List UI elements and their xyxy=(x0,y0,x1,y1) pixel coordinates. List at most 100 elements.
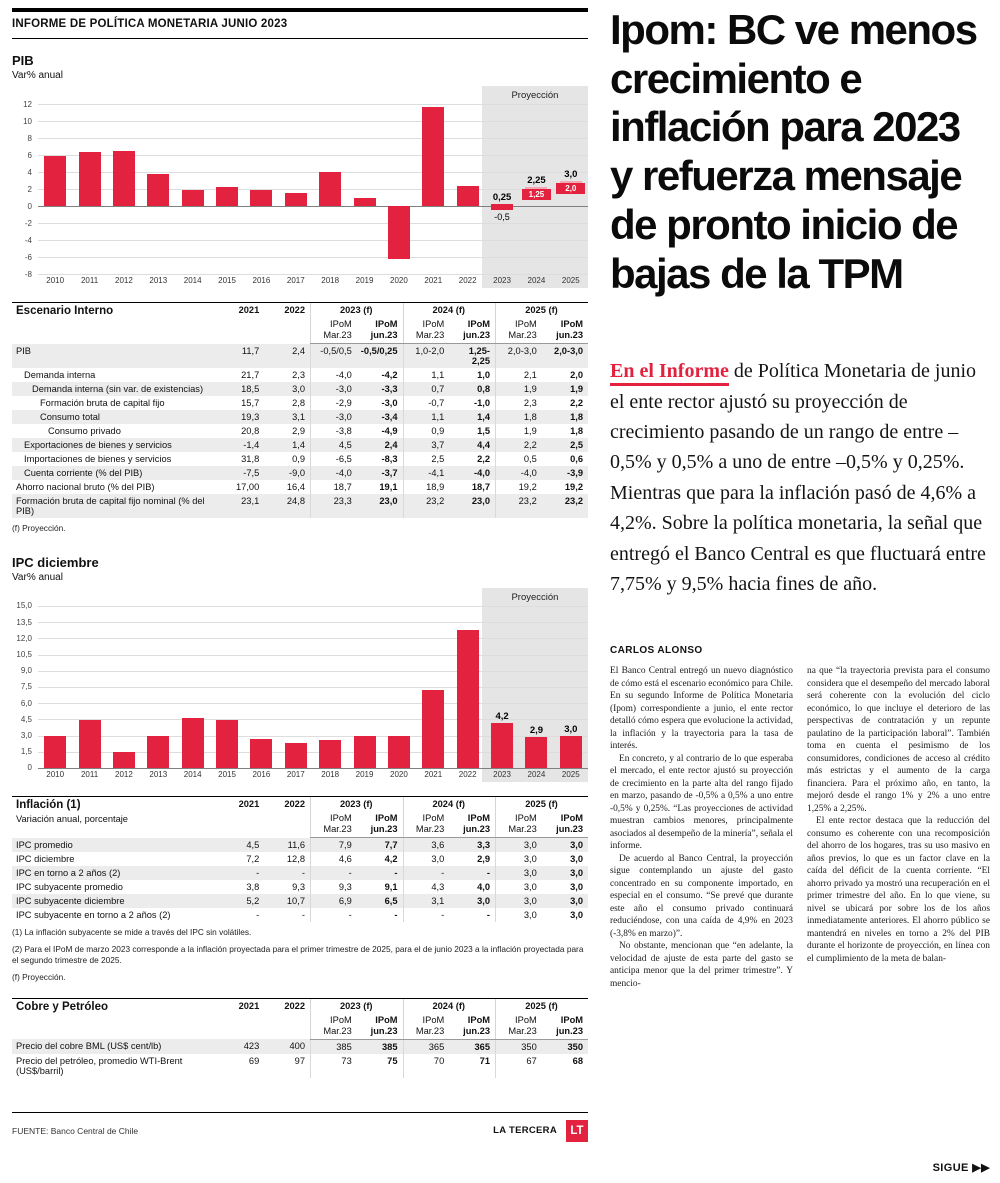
table-footnote: (f) Proyección. xyxy=(12,523,66,534)
pib-chart-title: PIB xyxy=(12,53,34,68)
table-row: PIB 11,7 2,4 -0,5/0,5 -0,5/0,25 1,0-2,0 1,25-2… xyxy=(12,343,588,369)
gridline xyxy=(38,719,588,721)
cobre-petroleo-section: Cobre y Petróleo 2021 2022 2023 (f) 2024 (f)… xyxy=(12,997,588,1078)
year-header: 2025 (f) xyxy=(495,795,588,811)
table-footnote: (2) Para el IPoM de marzo 2023 correspon… xyxy=(12,943,584,966)
cell-value: 1,8 xyxy=(494,410,542,425)
source-text: FUENTE: Banco Central de Chile xyxy=(12,1125,139,1136)
cell-value: 4,5 xyxy=(246,839,260,850)
cell-value: 71 xyxy=(479,1055,490,1066)
cell-value: 11,7 xyxy=(241,345,260,356)
cell-value: 19,2 xyxy=(494,480,542,495)
row-label: Precio del cobre BML (US$ cent/lb) xyxy=(16,1041,162,1052)
table-footnote: (f) Proyección. xyxy=(12,972,66,983)
cell-value: -2,9 xyxy=(309,396,357,411)
cell-value: -4,0 xyxy=(473,468,490,479)
cell-value: -0,5/0,25 xyxy=(360,346,398,357)
table-row: IPC en torno a 2 años (2) - - - - - -3,0 3,0 xyxy=(12,866,588,881)
ipom-subheader: IPoM jun.23 xyxy=(356,810,403,839)
cell-value: 4,3 xyxy=(402,880,450,895)
y-tick-label: -4 xyxy=(24,235,32,245)
table-title-text: Cobre y Petróleo xyxy=(16,1000,109,1013)
y-tick-label: 13,5 xyxy=(16,617,32,627)
y-tick-label: -8 xyxy=(24,269,32,279)
cell-value: 385 xyxy=(309,1039,357,1054)
cell-value: 3,0 xyxy=(494,880,542,895)
x-tick-label: 2015 xyxy=(218,769,236,779)
gridline xyxy=(38,121,588,122)
projection-label: Proyección xyxy=(511,90,559,101)
cell-value: 23,2 xyxy=(494,494,542,519)
cell-value: 6,9 xyxy=(309,894,357,909)
x-tick-label: 2011 xyxy=(80,769,99,779)
table-row: Formación bruta de capital fijo 15,7 2,8 -2… xyxy=(12,396,588,411)
pib-chart-ylabel: Var% anual xyxy=(12,70,63,81)
table-row: IPC subyacente en torno a 2 años (2) - - - -… xyxy=(12,908,588,923)
article-paragraph: En concreto, y al contrario de lo que es… xyxy=(610,753,793,852)
cell-value: 1,25-2,25 xyxy=(468,346,490,367)
gridline xyxy=(38,638,588,640)
year-header: 2024 (f) xyxy=(402,997,496,1013)
bar xyxy=(78,151,101,206)
ipom-subheader: IPoM jun.23 xyxy=(356,317,403,345)
gridline xyxy=(38,735,588,737)
article-paragraph: De acuerdo al Banco Central, la proyecci… xyxy=(610,853,793,939)
cell-value: -7,5 xyxy=(243,468,260,479)
x-tick-label: 2012 xyxy=(115,276,133,285)
article-body-col2: na que “la trayectoria prevista para el … xyxy=(807,665,990,1131)
row-label: IPC subyacente promedio xyxy=(16,882,123,893)
x-tick-label: 2018 xyxy=(321,769,340,779)
cell-value: 19,3 xyxy=(241,412,260,423)
bar xyxy=(491,722,514,768)
cell-value: 3,0 xyxy=(494,866,542,881)
y-tick-label: 12,0 xyxy=(16,633,32,643)
range-min-label: -0,5 xyxy=(494,212,510,223)
y-tick-label: 7,5 xyxy=(20,682,32,692)
y-tick-label: -6 xyxy=(24,252,32,262)
cell-value: 24,8 xyxy=(286,496,305,507)
lead-rest: de Política Monetaria de junio el ente r… xyxy=(610,360,986,596)
article-paragraph: El Banco Central entregó un nuevo diagnó… xyxy=(610,666,793,752)
cell-value: 23,0 xyxy=(379,496,398,507)
table-footnote: (1) La inflación subyacente se mide a tr… xyxy=(12,927,252,938)
cell-value: -1,0 xyxy=(473,398,490,409)
y-tick-label: 4 xyxy=(27,167,32,177)
y-tick-label: 8 xyxy=(27,133,32,143)
cell-value: 19,2 xyxy=(564,482,583,493)
table-subtitle-text: Variación anual, porcentaje xyxy=(16,813,128,824)
cell-value: 3,0 xyxy=(570,840,583,851)
cell-value: 18,9 xyxy=(402,480,450,495)
table-row: Cuenta corriente (% del PIB) -7,5 -9,0 -4,0… xyxy=(12,466,588,481)
sigue-arrows-icon: ▶▶ xyxy=(972,1162,990,1174)
row-label: Demanda interna xyxy=(24,370,96,381)
cell-value: 3,0 xyxy=(494,852,542,867)
cell-value: 1,9 xyxy=(494,424,542,439)
projection-value-label: 3,0 xyxy=(564,723,578,735)
sigue-label: SIGUE xyxy=(932,1162,969,1174)
table-row: Formación bruta de capital fijo nominal … xyxy=(12,494,588,519)
cell-value: 1,4 xyxy=(292,440,305,451)
cell-value: 4,5 xyxy=(309,438,357,453)
bar xyxy=(525,736,548,768)
cell-value: -3,9 xyxy=(566,468,583,479)
y-tick-label: 2 xyxy=(27,184,32,194)
cell-value: 3,6 xyxy=(402,837,450,853)
bar xyxy=(112,150,135,206)
pib-bar-chart: Proyección 12 10 8 6 4 2 0 -2 -4 -6 -8 0,25 -0,5 2,25 1… xyxy=(12,86,588,288)
gridline xyxy=(38,274,588,275)
cell-value: 1,8 xyxy=(570,412,583,423)
ipom-subheader: IPoM jun.23 xyxy=(449,810,496,839)
cell-value: 31,8 xyxy=(241,454,260,465)
cell-value: 4,4 xyxy=(477,440,490,451)
cell-value: 3,0 xyxy=(402,852,450,867)
cell-value: 3,0 xyxy=(570,882,583,893)
cell-value: - xyxy=(402,866,450,881)
ipom-subheader: IPoM Mar.23 xyxy=(494,317,542,345)
ipom-subheader: IPoM Mar.23 xyxy=(402,317,450,345)
year-header: 2024 (f) xyxy=(402,795,496,811)
table-row: Exportaciones de bienes y servicios -1,4 1… xyxy=(12,438,588,453)
cell-value: 97 xyxy=(294,1055,305,1066)
table-row: Demanda interna (sin var. de existencias… xyxy=(12,382,588,397)
y-tick-label: 10 xyxy=(23,116,32,126)
ipom-subheader: IPoM jun.23 xyxy=(541,810,588,839)
